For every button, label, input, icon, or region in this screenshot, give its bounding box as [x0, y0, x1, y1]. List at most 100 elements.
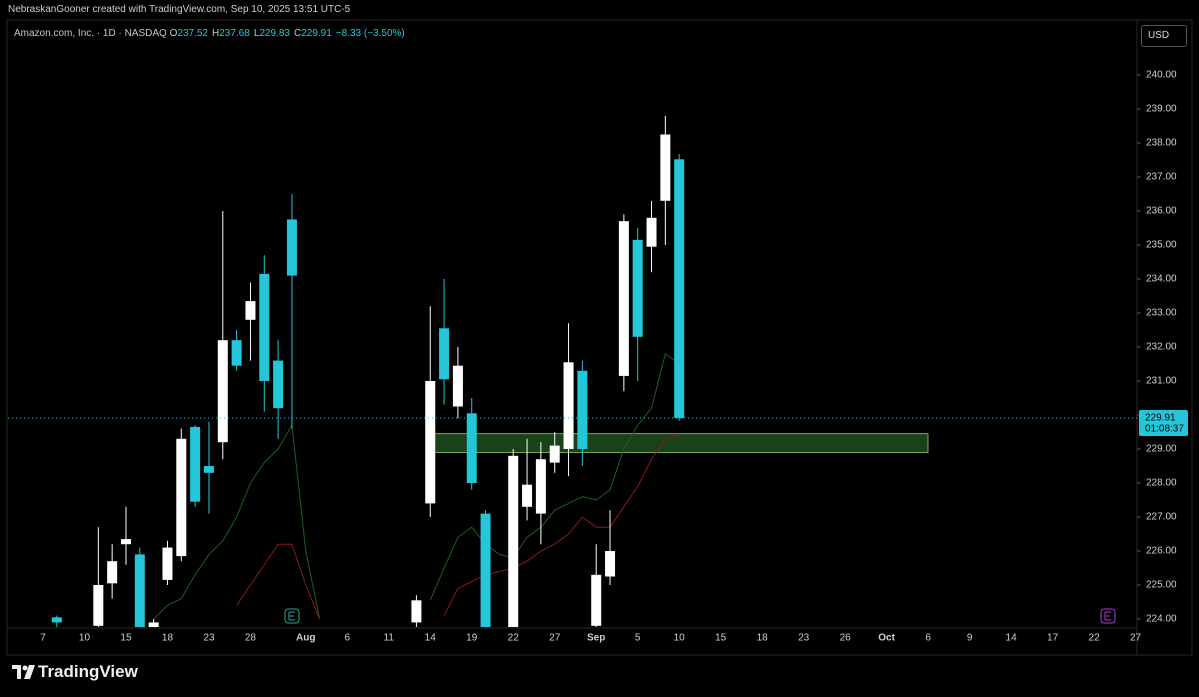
candle-body [660, 134, 671, 201]
candle-body [273, 360, 284, 409]
y-tick-label: 235.00 [1146, 240, 1177, 251]
x-tick-label: Sep [587, 633, 605, 644]
y-tick-label: 234.00 [1146, 274, 1177, 285]
candle-body [51, 617, 62, 623]
candle-body [535, 459, 546, 514]
y-tick-label: 229.00 [1146, 444, 1177, 455]
candle-body [259, 273, 270, 382]
earnings-icon [1100, 608, 1116, 624]
zone [429, 433, 929, 453]
price-label: 229.91 [1145, 413, 1176, 424]
y-tick-label: 236.00 [1146, 206, 1177, 217]
candle-body [411, 600, 422, 623]
x-tick-label: Aug [296, 633, 315, 644]
x-tick-label: 15 [120, 633, 132, 644]
logo: TradingView [12, 662, 138, 682]
y-tick-label: 233.00 [1146, 308, 1177, 319]
x-tick-label: 11 [384, 633, 395, 644]
candle-body [563, 362, 574, 450]
candle-body [190, 426, 201, 502]
candle-body [120, 539, 131, 545]
logo-text: TradingView [38, 662, 138, 681]
x-tick-label: 6 [344, 633, 350, 644]
symbol-header: Amazon.com, Inc. · 1D · NASDAQ O237.52 H2… [14, 28, 409, 39]
x-tick-label: 18 [162, 633, 174, 644]
candle-body [439, 328, 450, 380]
ohlc-value: 229.83 [259, 28, 290, 39]
x-tick-label: 7 [40, 633, 46, 644]
candle-body [577, 370, 588, 450]
candle-body [618, 221, 629, 376]
x-tick-label: 15 [715, 633, 727, 644]
candle-body [605, 551, 616, 577]
candle-body [674, 159, 685, 419]
ohlc-label: L [253, 28, 260, 39]
x-tick-label: 10 [674, 633, 686, 644]
ohlc-label: C [293, 28, 302, 39]
candle-body [286, 219, 297, 276]
candle-body [452, 365, 463, 407]
ohlc-value: 229.91 [301, 28, 332, 39]
countdown: 01:08:37 [1145, 424, 1184, 435]
y-tick-label: 231.00 [1146, 376, 1177, 387]
x-tick-label: 22 [1089, 633, 1101, 644]
chart-frame [6, 19, 1193, 656]
y-tick-label: 237.00 [1146, 172, 1177, 183]
y-tick-label: 238.00 [1146, 138, 1177, 149]
y-tick-label: 224.00 [1146, 614, 1177, 625]
x-tick-label: 23 [203, 633, 215, 644]
x-tick-label: 26 [840, 633, 852, 644]
currency-button[interactable]: USD [1141, 25, 1187, 47]
candle-body [646, 217, 657, 247]
logo-icon [12, 665, 35, 679]
candle-body [466, 413, 477, 484]
candle-body [632, 239, 643, 337]
x-tick-label: 22 [508, 633, 520, 644]
plot-area [51, 115, 929, 627]
y-tick-label: 226.00 [1146, 546, 1177, 557]
candle-body [203, 466, 214, 473]
x-tick-label: 28 [245, 633, 257, 644]
y-tick-label: 240.00 [1146, 70, 1177, 81]
candle-body [162, 547, 173, 580]
x-tick-label: 5 [635, 633, 641, 644]
x-tick-label: 14 [1006, 633, 1018, 644]
candle-body [107, 561, 118, 584]
candle-body [508, 455, 519, 627]
x-tick-label: 17 [1047, 633, 1059, 644]
attribution: NebraskanGooner created with TradingView… [8, 4, 351, 15]
candle-body [231, 340, 242, 366]
candle-body [245, 301, 256, 320]
x-tick-label: 6 [925, 633, 931, 644]
ohlc-value: 237.68 [219, 28, 250, 39]
x-tick-label: 18 [757, 633, 769, 644]
candle-body [93, 585, 104, 626]
x-tick-label: 23 [798, 633, 810, 644]
x-tick-label: 14 [425, 633, 437, 644]
candle-body [522, 484, 533, 507]
x-tick-label: 19 [466, 633, 478, 644]
ohlc-value: 237.52 [177, 28, 208, 39]
y-tick-label: 232.00 [1146, 342, 1177, 353]
x-tick-label: Oct [878, 633, 895, 644]
candle-body [549, 445, 560, 463]
symbol-title: Amazon.com, Inc. · 1D · NASDAQ [14, 28, 167, 39]
candle-body [480, 513, 491, 627]
y-tick-label: 225.00 [1146, 580, 1177, 591]
change: −8.33 (−3.50%) [335, 28, 405, 39]
ohlc-label: O [169, 28, 178, 39]
earnings-icon [284, 608, 300, 624]
x-tick-label: 27 [549, 633, 561, 644]
candle-body [217, 340, 228, 443]
y-tick-label: 239.00 [1146, 104, 1177, 115]
ohlc-label: H [211, 28, 220, 39]
y-tick-label: 227.00 [1146, 512, 1177, 523]
x-tick-label: 27 [1130, 633, 1142, 644]
x-tick-label: 9 [967, 633, 973, 644]
candle-body [425, 381, 436, 504]
candle-body [148, 622, 159, 627]
y-tick-label: 228.00 [1146, 478, 1177, 489]
price-label-box [1139, 410, 1188, 437]
